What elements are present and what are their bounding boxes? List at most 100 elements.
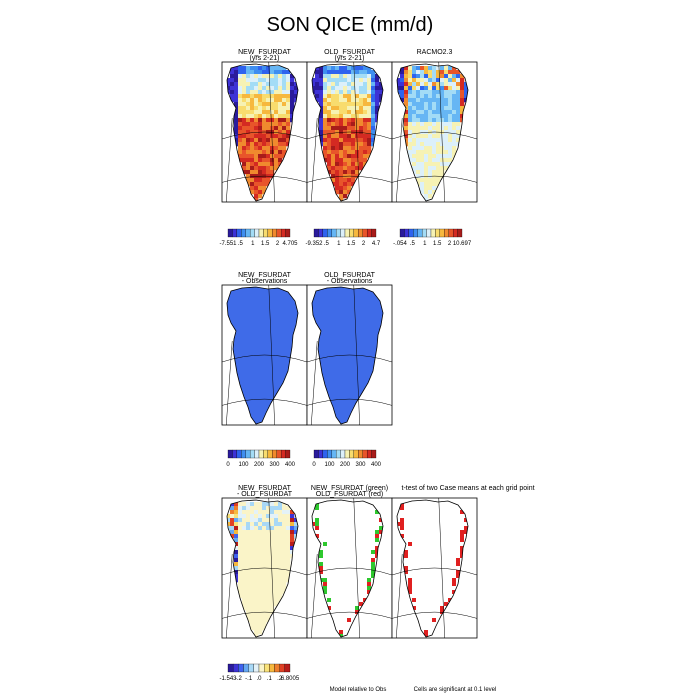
grid-cell xyxy=(286,118,291,123)
grid-cell xyxy=(355,150,360,155)
grid-cell xyxy=(363,66,368,71)
grid-cell xyxy=(254,82,259,87)
grid-cell xyxy=(359,142,364,147)
grid-cell xyxy=(367,154,372,159)
grid-cell xyxy=(270,70,275,75)
grid-cell xyxy=(408,86,413,91)
grid-cell xyxy=(315,78,320,83)
grid-cell xyxy=(424,70,429,75)
grid-cell xyxy=(416,130,421,135)
grid-cell xyxy=(452,102,457,107)
grid-cell xyxy=(448,86,453,91)
panel-subtitle: (yrs 2-21) xyxy=(335,55,365,62)
grid-cell xyxy=(335,82,340,87)
grid-cell xyxy=(234,570,239,575)
grid-cell xyxy=(335,86,340,91)
grid-cell xyxy=(444,82,449,87)
graticule-line xyxy=(311,117,318,203)
grid-cell xyxy=(319,126,324,131)
grid-cell xyxy=(432,182,437,187)
grid-cell xyxy=(242,158,247,163)
grid-cell xyxy=(420,94,425,99)
grid-cell xyxy=(432,138,437,143)
grid-cell xyxy=(262,558,267,563)
sig-cell xyxy=(319,570,323,574)
grid-cell xyxy=(254,194,259,199)
grid-cell xyxy=(347,102,352,107)
sig-cell xyxy=(375,534,379,538)
grid-cell xyxy=(266,558,271,563)
grid-cell xyxy=(242,518,247,523)
grid-cell xyxy=(274,82,279,87)
grid-cell xyxy=(262,170,267,175)
grid-cell xyxy=(230,534,235,539)
grid-cell xyxy=(404,86,409,91)
grid-cell xyxy=(448,142,453,147)
grid-cell xyxy=(254,66,259,71)
grid-cell xyxy=(250,590,255,595)
grid-cell xyxy=(242,574,247,579)
grid-cell xyxy=(436,182,441,187)
grid-cell xyxy=(270,558,275,563)
graticule-line xyxy=(306,175,393,183)
grid-cell xyxy=(343,110,348,115)
grid-cell xyxy=(420,146,425,151)
grid-cell xyxy=(440,98,445,103)
grid-cell xyxy=(274,154,279,159)
grid-cell xyxy=(355,98,360,103)
grid-cell xyxy=(343,78,348,83)
grid-cell xyxy=(242,522,247,527)
grid-cell xyxy=(262,562,267,567)
grid-cell xyxy=(274,118,279,123)
grid-cell xyxy=(440,170,445,175)
grid-cell xyxy=(274,598,279,603)
grid-cell xyxy=(408,142,413,147)
grid-cell xyxy=(234,574,239,579)
grid-cell xyxy=(331,74,336,79)
grid-cell xyxy=(347,86,352,91)
grid-cell xyxy=(286,126,291,131)
grid-cell xyxy=(242,546,247,551)
grid-cell xyxy=(444,70,449,75)
grid-cell xyxy=(323,86,328,91)
grid-cell xyxy=(238,510,243,515)
grid-cell xyxy=(230,90,235,95)
grid-cell xyxy=(230,66,235,71)
grid-cell xyxy=(363,78,368,83)
grid-cell xyxy=(230,514,235,519)
colorbar-swatch xyxy=(280,228,286,238)
grid-cell xyxy=(335,166,340,171)
grid-cell xyxy=(436,134,441,139)
grid-cell xyxy=(436,106,441,111)
grid-cell xyxy=(440,78,445,83)
colorbar-swatch xyxy=(322,228,328,238)
grid-cell xyxy=(331,90,336,95)
grid-cell xyxy=(404,122,409,127)
grid-cell xyxy=(238,578,243,583)
grid-cell xyxy=(335,190,340,195)
grid-cell xyxy=(452,118,457,123)
panel-new-fsurdat: NEW_FSURDAT(yrs 2-21) xyxy=(221,49,308,203)
grid-cell xyxy=(242,562,247,567)
grid-cell xyxy=(254,606,259,611)
grid-cell xyxy=(262,518,267,523)
grid-cell xyxy=(262,134,267,139)
grid-cell xyxy=(379,82,383,87)
sig-cell xyxy=(452,578,456,582)
sig-cell xyxy=(375,546,379,550)
grid-cell xyxy=(234,130,239,135)
grid-cell xyxy=(270,90,275,95)
grid-cell xyxy=(250,118,255,123)
grid-cell xyxy=(246,166,251,171)
grid-cell xyxy=(367,126,372,131)
grid-cell xyxy=(282,522,287,527)
grid-cell xyxy=(250,514,255,519)
graticule-line xyxy=(268,284,275,426)
graticule-line xyxy=(311,340,318,426)
grid-cell xyxy=(266,126,271,131)
grid-cell xyxy=(274,66,279,71)
graticule-line xyxy=(221,398,308,406)
grid-cell xyxy=(262,182,267,187)
grid-cell xyxy=(290,74,295,79)
grid-cell xyxy=(397,90,401,95)
